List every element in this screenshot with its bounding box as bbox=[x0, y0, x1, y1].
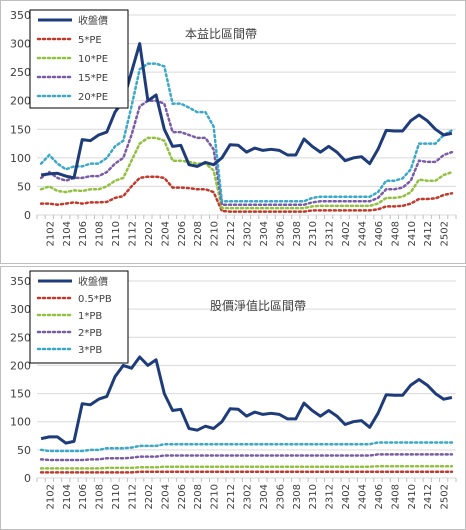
pe-band-chart: 0 50 100 150 200 250 300 350 2102 2104 2106 2108 211… bbox=[0, 0, 466, 264]
x-tick-label: 2412 bbox=[423, 221, 434, 246]
x-tick-label: 2106 bbox=[78, 221, 89, 246]
series-line-4 bbox=[39, 441, 454, 453]
x-tick-label: 2410 bbox=[407, 484, 418, 509]
x-tick-label: 2402 bbox=[341, 484, 352, 509]
x-tick-label: 2412 bbox=[423, 484, 434, 509]
series-line-2 bbox=[39, 136, 454, 210]
x-tick-label: 2310 bbox=[308, 484, 319, 509]
series-line-0 bbox=[40, 355, 453, 445]
legend-label-1: 5*PE bbox=[78, 35, 102, 46]
x-tick-label: 2304 bbox=[259, 484, 270, 509]
y-tick-label: 200 bbox=[10, 95, 31, 108]
legend: 收盤價 0.5*PB 1*PB 2*PB 3*PB bbox=[29, 270, 129, 364]
x-tick-label: 2406 bbox=[374, 221, 385, 246]
x-tick-label: 2308 bbox=[292, 484, 303, 509]
x-tick-label: 2204 bbox=[160, 484, 171, 509]
x-tick-label: 2312 bbox=[325, 221, 336, 246]
chart-title: 股價淨值比區間帶 bbox=[210, 298, 306, 313]
x-tick-label: 2110 bbox=[111, 221, 122, 246]
x-tick-label: 2112 bbox=[127, 484, 138, 509]
legend-label-4: 3*PB bbox=[78, 345, 102, 356]
y-tick-label: 300 bbox=[10, 38, 31, 51]
y-tick-label: 100 bbox=[10, 152, 31, 165]
series-line-4 bbox=[39, 62, 454, 203]
x-tick-label: 2408 bbox=[390, 221, 401, 246]
legend-label-2: 1*PB bbox=[78, 311, 102, 322]
y-tick-label: 50 bbox=[17, 444, 31, 457]
x-tick-label: 2404 bbox=[358, 221, 369, 246]
x-tick-label: 2202 bbox=[144, 221, 155, 246]
x-tick-label: 2308 bbox=[292, 221, 303, 246]
legend: 收盤價 5*PE 10*PE 15*PE 20*PE bbox=[29, 9, 129, 109]
x-tick-label: 2312 bbox=[325, 484, 336, 509]
x-tick-label: 2102 bbox=[45, 484, 56, 509]
legend-box bbox=[29, 270, 129, 364]
legend-label-0: 收盤價 bbox=[78, 14, 108, 27]
y-tick-label: 200 bbox=[10, 359, 31, 372]
x-tick-label: 2306 bbox=[275, 484, 286, 509]
pb-band-chart: 0 50 100 150 200 250 300 350 2102 2104 2106 2108 211… bbox=[0, 266, 466, 530]
x-tick-label: 2502 bbox=[440, 484, 451, 509]
x-tick-label: 2208 bbox=[193, 221, 204, 246]
pb-band-chart-svg: 0 50 100 150 200 250 300 350 2102 2104 2106 2108 211… bbox=[0, 266, 466, 530]
x-tick-label: 2112 bbox=[127, 221, 138, 246]
legend-label-3: 15*PE bbox=[78, 73, 108, 84]
x-tick-label: 2108 bbox=[95, 484, 106, 509]
legend-label-1: 0.5*PB bbox=[78, 294, 112, 305]
legend-label-2: 10*PE bbox=[78, 54, 108, 65]
series-line-3 bbox=[39, 453, 454, 462]
y-tick-label: 50 bbox=[17, 180, 31, 193]
x-tick-label: 2210 bbox=[210, 221, 221, 246]
x-tick-label: 2310 bbox=[308, 221, 319, 246]
y-tick-label: 0 bbox=[24, 472, 31, 485]
x-tick-label: 2206 bbox=[177, 484, 188, 509]
series-line-0 bbox=[40, 42, 453, 180]
x-tick-label: 2108 bbox=[95, 221, 106, 246]
legend-label-4: 20*PE bbox=[78, 92, 108, 103]
x-tick-label: 2102 bbox=[45, 221, 56, 246]
x-tick-label: 2106 bbox=[78, 484, 89, 509]
pe-band-chart-svg: 0 50 100 150 200 250 300 350 2102 2104 2106 2108 211… bbox=[0, 0, 466, 264]
x-tick-label: 2402 bbox=[341, 221, 352, 246]
x-tick-label: 2202 bbox=[144, 484, 155, 509]
series-line-1 bbox=[39, 175, 454, 213]
x-tick-label: 2502 bbox=[440, 221, 451, 246]
x-tick-label: 2302 bbox=[243, 221, 254, 246]
y-tick-label: 350 bbox=[10, 9, 31, 22]
series-line-3 bbox=[39, 99, 454, 206]
x-tick-label: 2212 bbox=[226, 221, 237, 246]
legend-label-0: 收盤價 bbox=[78, 275, 108, 288]
x-tick-label: 2104 bbox=[62, 221, 73, 246]
x-tick-label: 2406 bbox=[374, 484, 385, 509]
x-tick-label: 2210 bbox=[210, 484, 221, 509]
x-tick-label: 2304 bbox=[259, 221, 270, 246]
x-tick-label: 2410 bbox=[407, 221, 418, 246]
y-tick-label: 350 bbox=[10, 275, 31, 288]
y-tick-label: 0 bbox=[24, 209, 31, 222]
x-tick-label: 2408 bbox=[390, 484, 401, 509]
y-tick-label: 100 bbox=[10, 416, 31, 429]
legend-box bbox=[29, 9, 129, 109]
x-tick-label: 2208 bbox=[193, 484, 204, 509]
y-tick-label: 150 bbox=[10, 123, 31, 136]
legend-label-3: 2*PB bbox=[78, 328, 102, 339]
y-tick-label: 150 bbox=[10, 388, 31, 401]
x-tick-label: 2204 bbox=[160, 221, 171, 246]
x-tick-label: 2306 bbox=[275, 221, 286, 246]
series-line-2 bbox=[39, 464, 454, 470]
x-tick-label: 2302 bbox=[243, 484, 254, 509]
x-tick-label: 2212 bbox=[226, 484, 237, 509]
y-tick-label: 250 bbox=[10, 331, 31, 344]
chart-title: 本益比區間帶 bbox=[185, 27, 257, 41]
y-tick-label: 300 bbox=[10, 303, 31, 316]
x-tick-label: 2104 bbox=[62, 484, 73, 509]
x-tick-label: 2206 bbox=[177, 221, 188, 246]
x-tick-label: 2404 bbox=[358, 484, 369, 509]
y-tick-label: 250 bbox=[10, 66, 31, 79]
x-tick-label: 2110 bbox=[111, 484, 122, 509]
series-line-1 bbox=[39, 470, 454, 474]
